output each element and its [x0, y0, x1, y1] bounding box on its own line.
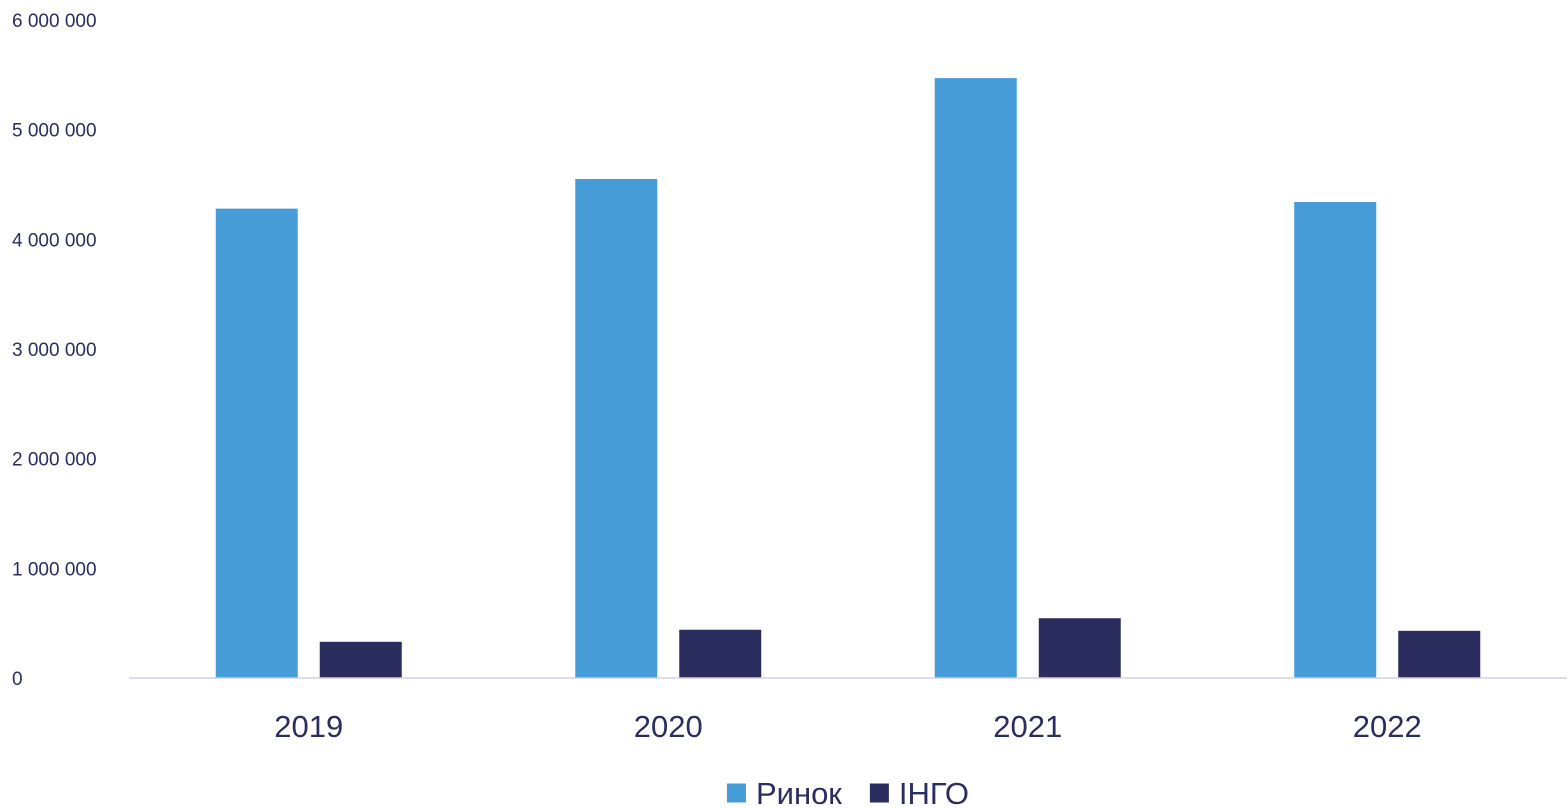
- x-axis-labels: 2019 2020 2021 2022: [274, 709, 1421, 744]
- y-tick-label: 3 000 000: [12, 340, 97, 361]
- legend-label: ІНГО: [899, 776, 969, 808]
- bars: [215, 78, 1481, 679]
- legend: Ринок ІНГО: [726, 776, 969, 808]
- x-tick-label: 2020: [634, 709, 703, 744]
- y-axis-labels: 0 1 000 000 2 000 000 3 000 000 4 000 000 5 0…: [12, 11, 97, 690]
- y-tick-label: 5 000 000: [12, 121, 97, 142]
- legend-swatch-rynok: [726, 783, 746, 803]
- bar-ingo-2021: [1038, 618, 1121, 678]
- bar-ingo-2022: [1398, 630, 1481, 678]
- x-tick-label: 2019: [274, 709, 343, 744]
- bar-rynok-2019: [215, 208, 298, 679]
- y-tick-label: 2 000 000: [12, 450, 97, 471]
- bar-ingo-2020: [679, 629, 762, 678]
- bar-ingo-2019: [319, 641, 402, 678]
- bar-rynok-2021: [934, 78, 1017, 678]
- y-tick-label: 1 000 000: [12, 559, 97, 580]
- bar-rynok-2020: [575, 179, 658, 678]
- y-tick-label: 0: [12, 669, 23, 690]
- y-tick-label: 4 000 000: [12, 230, 97, 251]
- y-tick-label: 6 000 000: [12, 11, 97, 32]
- legend-label: Ринок: [756, 776, 842, 808]
- legend-swatch-ingo: [869, 783, 889, 803]
- bar-rynok-2022: [1294, 202, 1377, 678]
- x-tick-label: 2021: [993, 709, 1062, 744]
- x-tick-label: 2022: [1353, 709, 1422, 744]
